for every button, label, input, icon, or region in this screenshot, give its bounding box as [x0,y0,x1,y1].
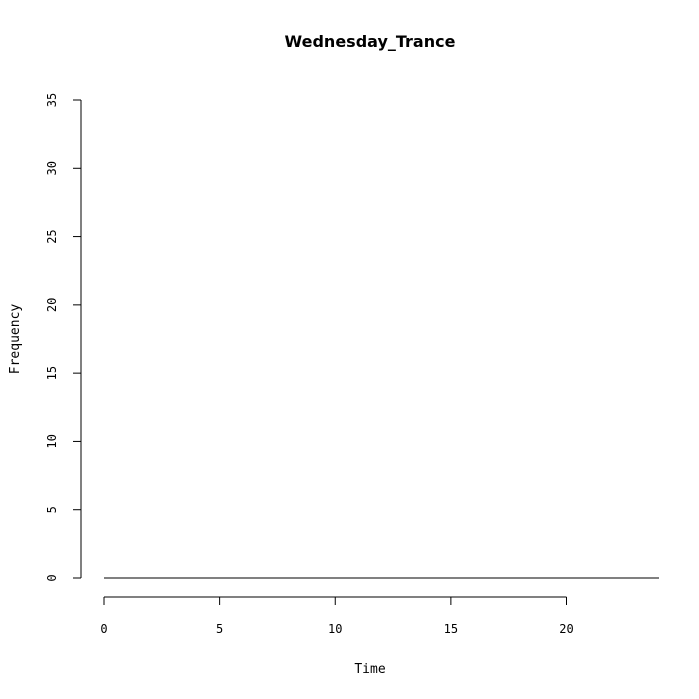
y-tick-label: 30 [45,161,59,175]
y-tick-label: 20 [45,298,59,312]
y-tick-label: 0 [45,574,59,581]
x-tick-label: 5 [216,622,223,636]
x-tick-label: 15 [444,622,458,636]
y-tick-label: 35 [45,93,59,107]
y-tick-label: 5 [45,506,59,513]
x-tick-label: 0 [100,622,107,636]
x-axis-label: Time [354,662,385,677]
x-axis: 0 5 10 15 20 [100,596,574,636]
chart-title: Wednesday_Trance [285,32,456,51]
y-axis-label: Frequency [8,304,23,375]
y-tick-label: 15 [45,366,59,380]
x-tick-label: 10 [328,622,342,636]
y-tick-label: 10 [45,434,59,448]
y-tick-label: 25 [45,229,59,243]
y-axis: 0 5 10 15 20 25 30 35 [45,93,82,582]
x-tick-label: 20 [559,622,573,636]
